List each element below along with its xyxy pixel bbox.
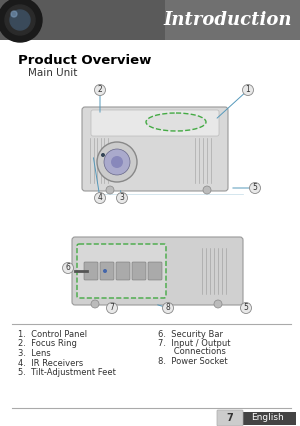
Text: 4: 4 [98,193,102,202]
FancyBboxPatch shape [116,262,130,280]
FancyBboxPatch shape [132,262,146,280]
Bar [0,0,300,40]
Circle shape [62,262,74,273]
FancyBboxPatch shape [148,262,162,280]
Text: 5.  Tilt-Adjustment Feet: 5. Tilt-Adjustment Feet [18,368,116,377]
Bar [0,0,165,40]
Text: Main Unit: Main Unit [28,68,77,78]
Circle shape [94,193,106,204]
Circle shape [106,186,114,194]
Circle shape [163,302,173,314]
Text: 1.  Control Panel: 1. Control Panel [18,330,87,339]
Circle shape [242,84,253,95]
Text: 3.  Lens: 3. Lens [18,349,51,358]
Bar [222,412,296,425]
Text: 1: 1 [246,86,250,95]
Text: 6.  Security Bar: 6. Security Bar [158,330,223,339]
Circle shape [241,302,251,314]
Text: 5: 5 [253,184,257,193]
Circle shape [94,84,106,95]
Circle shape [250,182,260,193]
Circle shape [214,300,222,308]
Text: Introduction: Introduction [164,11,292,29]
Text: English: English [250,414,284,423]
Text: 4.  IR Receivers: 4. IR Receivers [18,359,83,368]
FancyBboxPatch shape [84,262,98,280]
Text: 7: 7 [110,303,114,313]
Circle shape [101,153,105,157]
Circle shape [11,11,17,17]
Text: Product Overview: Product Overview [18,54,152,67]
Circle shape [5,5,35,35]
Circle shape [0,0,42,42]
Circle shape [103,269,107,273]
FancyBboxPatch shape [217,410,243,426]
Circle shape [104,149,130,175]
FancyBboxPatch shape [72,237,243,305]
Text: 2: 2 [98,86,102,95]
Text: 3: 3 [120,193,124,202]
FancyBboxPatch shape [91,110,219,136]
Text: 7.  Input / Output: 7. Input / Output [158,340,230,348]
FancyBboxPatch shape [77,244,166,298]
Ellipse shape [146,113,206,131]
Circle shape [91,300,99,308]
Circle shape [97,142,137,182]
Text: 6: 6 [66,264,70,273]
FancyBboxPatch shape [100,262,114,280]
Text: 5: 5 [244,303,248,313]
Text: 8.  Power Socket: 8. Power Socket [158,357,228,366]
Text: 2.  Focus Ring: 2. Focus Ring [18,340,77,348]
Circle shape [111,156,123,168]
Circle shape [203,186,211,194]
Text: 7: 7 [226,413,233,423]
Circle shape [10,10,30,30]
FancyBboxPatch shape [82,107,228,191]
Bar [165,0,300,40]
Text: 8: 8 [166,303,170,313]
Circle shape [116,193,128,204]
Circle shape [106,302,118,314]
Text: Connections: Connections [158,348,226,357]
